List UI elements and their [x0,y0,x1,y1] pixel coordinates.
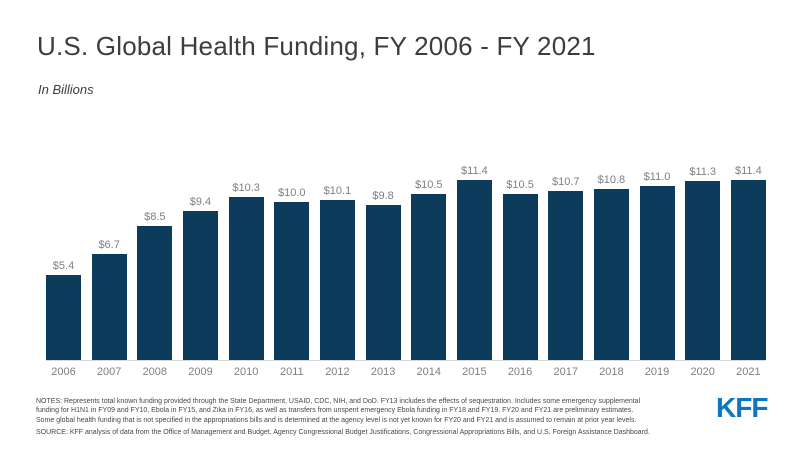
x-axis: 2006 2007 2008 2009 2010 2011 2012 2013 2014 2015… [46,366,766,378]
bar [137,226,173,360]
chart-subtitle: In Billions [38,82,94,97]
bar-value-label: $5.4 [52,260,75,272]
bar-chart: $5.4 $6.7 $8.5 $9.4 $10.3 $10.0 $10.1 $9.8 $10.5… [46,150,766,378]
notes-line: Some global health funding that is not s… [36,416,637,424]
chart-title: U.S. Global Health Funding, FY 2006 - FY… [37,31,596,61]
bar-group-2009: $9.4 [182,196,218,360]
bar-group-2006: $5.4 [46,260,81,360]
bar-value-label: $10.5 [506,179,534,191]
bar [456,180,492,360]
x-axis-tick-label: 2018 [599,366,624,378]
kff-logo: KFF [716,392,768,423]
bar-value-label: $10.1 [323,185,352,197]
bar-group-2015: $11.4 [456,165,492,360]
x-axis-tick-label: 2007 [96,366,122,378]
bar [182,211,218,360]
bar [411,194,447,360]
x-axis-tick-label: 2011 [279,366,304,378]
bar-group-2020: $11.3 [685,166,721,360]
x-axis-tick-label: 2015 [462,366,487,378]
bar [548,191,584,360]
bar [228,197,264,360]
x-axis-tick-label: 2017 [553,366,578,378]
bar-value-label: $11.0 [643,171,671,183]
bar [365,205,401,360]
bar-group-2018: $10.8 [593,174,629,360]
bar-group-2019: $11.0 [639,171,675,360]
bar [639,186,675,360]
x-axis-tick-label: 2009 [188,366,213,378]
bar-value-label: $9.8 [372,190,394,202]
bar-value-label: $10.8 [597,174,626,186]
bar-group-2010: $10.3 [228,182,264,360]
bar [91,254,127,360]
bar [685,181,721,360]
bar-value-label: $6.7 [98,239,120,251]
bar-value-label: $11.3 [689,166,717,178]
notes-line: NOTES: Represents total known funding pr… [36,398,641,405]
bar-value-label: $10.5 [414,179,443,191]
x-axis-tick-label: 2013 [370,366,396,378]
notes-line: funding for H1N1 in FY09 and FY10, Ebola… [36,407,634,415]
bar-value-label: $9.4 [189,196,212,208]
x-axis-tick-label: 2020 [690,366,715,378]
bar [502,194,538,360]
bar-group-2012: $10.1 [319,185,355,360]
bar-value-label: $8.5 [144,211,166,223]
bar-group-2017: $10.7 [548,176,584,360]
x-axis-tick-label: 2019 [644,366,670,378]
bar [593,189,629,360]
footnotes: NOTES: Represents total known funding pr… [36,397,696,438]
bar-group-2014: $10.5 [411,179,447,360]
x-axis-tick-label: 2014 [416,366,441,378]
bars-row: $5.4 $6.7 $8.5 $9.4 $10.3 $10.0 $10.1 $9.8 $10.5… [46,150,766,361]
bar [274,202,310,360]
bar-value-label: $10.3 [232,182,260,194]
x-axis-tick-label: 2021 [736,366,761,378]
x-axis-tick-label: 2012 [325,366,350,378]
x-axis-tick-label: 2006 [51,366,76,378]
bar-value-label: $11.4 [734,165,762,177]
x-axis-tick-label: 2008 [142,366,168,378]
bar [46,275,81,360]
bar-group-2008: $8.5 [137,211,173,360]
bar-value-label: $11.4 [461,165,488,177]
bar-group-2007: $6.7 [91,239,127,360]
source-line: SOURCE: KFF analysis of data from the Of… [36,429,650,437]
bar-group-2011: $10.0 [274,187,310,360]
bar-value-label: $10.7 [551,176,580,188]
bar [319,200,355,360]
bar-group-2021: $11.4 [730,165,766,360]
bar [730,180,766,360]
x-axis-tick-label: 2016 [507,366,533,378]
bar-value-label: $10.0 [278,187,306,199]
x-axis-tick-label: 2010 [233,366,259,378]
bar-group-2016: $10.5 [502,179,538,360]
bar-group-2013: $9.8 [365,190,401,360]
